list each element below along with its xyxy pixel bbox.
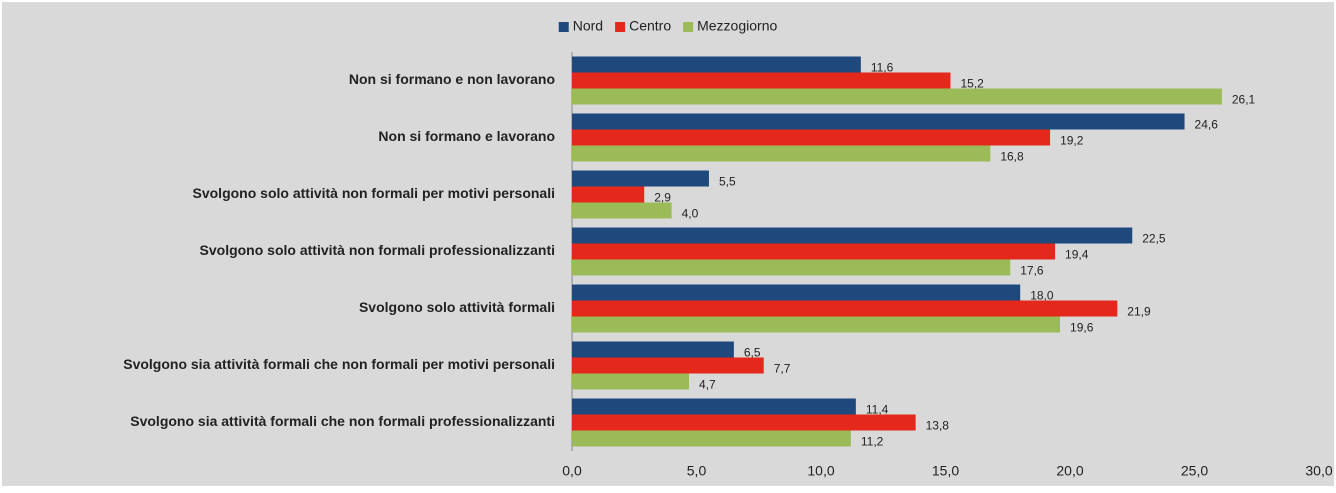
bar	[572, 129, 1051, 146]
bar	[572, 357, 764, 374]
value-label: 7,7	[774, 362, 791, 376]
bar	[572, 227, 1133, 244]
legend-swatch	[615, 22, 626, 32]
category-label: Svolgono sia attività formali che non fo…	[130, 413, 555, 429]
bar	[572, 259, 1011, 276]
category-label: Svolgono solo attività non formali per m…	[193, 185, 556, 201]
bar	[572, 186, 645, 203]
legend-label: Mezzogiorno	[697, 18, 777, 34]
x-tick-label: 5,0	[687, 463, 707, 479]
value-label: 11,4	[866, 403, 889, 417]
value-label: 17,6	[1020, 264, 1044, 278]
value-label: 16,8	[1000, 150, 1024, 164]
category-label: Svolgono solo attività non formali profe…	[200, 242, 555, 258]
x-tick-label: 15,0	[932, 463, 959, 479]
bar	[572, 316, 1061, 333]
bar	[572, 72, 951, 89]
value-label: 22,5	[1142, 232, 1166, 246]
value-label: 4,7	[699, 378, 716, 392]
value-label: 19,4	[1065, 248, 1089, 262]
x-tick-label: 10,0	[807, 463, 834, 479]
bar	[572, 414, 916, 431]
bar	[572, 341, 734, 358]
x-tick-label: 20,0	[1056, 463, 1083, 479]
bar	[572, 284, 1021, 301]
legend-swatch	[683, 22, 694, 32]
bar	[572, 373, 690, 390]
value-label: 26,1	[1232, 93, 1256, 107]
bar	[572, 398, 856, 415]
value-label: 4,0	[682, 207, 699, 221]
value-label: 11,6	[871, 61, 894, 75]
bar	[572, 145, 991, 162]
x-tick-label: 0,0	[562, 463, 582, 479]
legend-swatch	[558, 22, 569, 32]
bar	[572, 202, 672, 219]
legend-label: Nord	[573, 18, 603, 34]
bar	[572, 243, 1056, 260]
value-label: 18,0	[1030, 289, 1054, 303]
category-label: Non si formano e lavorano	[378, 128, 555, 144]
value-label: 11,2	[861, 435, 884, 449]
bar	[572, 170, 709, 187]
category-label: Non si formano e non lavorano	[349, 71, 555, 87]
value-label: 24,6	[1195, 118, 1219, 132]
bar	[572, 56, 861, 73]
category-label: Svolgono solo attività formali	[359, 299, 555, 315]
x-tick-label: 30,0	[1305, 463, 1332, 479]
category-label: Svolgono sia attività formali che non fo…	[123, 356, 555, 372]
value-label: 2,9	[654, 191, 671, 205]
value-label: 21,9	[1127, 305, 1151, 319]
bar	[572, 113, 1185, 130]
value-label: 19,6	[1070, 321, 1094, 335]
value-label: 6,5	[744, 346, 761, 360]
value-label: 15,2	[960, 77, 984, 91]
value-label: 19,2	[1060, 134, 1084, 148]
legend-label: Centro	[629, 18, 671, 34]
x-tick-label: 25,0	[1181, 463, 1208, 479]
bar	[572, 430, 851, 447]
value-label: 13,8	[926, 419, 950, 433]
bar	[572, 88, 1222, 105]
bar	[572, 300, 1118, 317]
value-label: 5,5	[719, 175, 736, 189]
